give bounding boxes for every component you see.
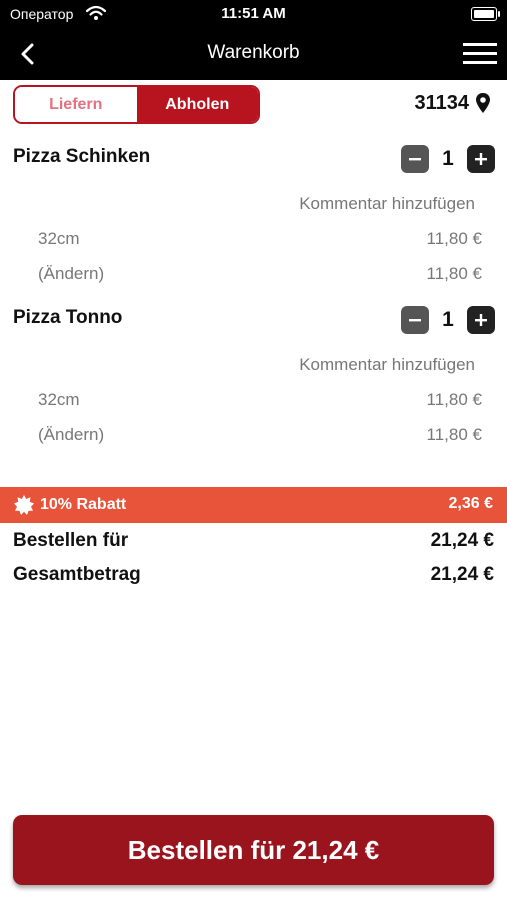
quantity-stepper: 1 xyxy=(401,145,495,173)
discount-value: 2,36 € xyxy=(448,495,493,512)
add-comment-link[interactable]: Kommentar hinzufügen xyxy=(299,355,475,374)
location-selector[interactable]: 31134 xyxy=(414,90,491,116)
hamburger-menu-icon[interactable] xyxy=(463,40,497,68)
discount-label: 10% Rabatt xyxy=(40,496,127,513)
add-comment-link[interactable]: Kommentar hinzufügen xyxy=(299,194,475,213)
change-item-link[interactable]: (Ändern) xyxy=(38,264,105,283)
increase-quantity-button[interactable] xyxy=(467,306,495,334)
zip-code: 31134 xyxy=(414,91,469,114)
item-option-row: 32cm 11,80 € xyxy=(38,229,482,249)
decrease-quantity-button[interactable] xyxy=(401,306,429,334)
grand-total-label: Gesamtbetrag xyxy=(13,564,141,585)
change-item-link[interactable]: (Ändern) xyxy=(38,425,105,444)
pickup-option[interactable]: Abholen xyxy=(136,87,258,122)
navigation-bar: Warenkorb xyxy=(0,28,507,80)
item-size: 32cm xyxy=(38,390,80,409)
wifi-icon xyxy=(85,5,107,26)
quantity-value: 1 xyxy=(442,147,454,170)
cart-item-name: Pizza Schinken xyxy=(13,146,151,167)
delivery-mode-toggle: Liefern Abholen xyxy=(13,85,260,124)
item-change-price: 11,80 € xyxy=(426,425,482,444)
order-amount-label: Bestellen für xyxy=(13,530,129,551)
order-amount-value: 21,24 € xyxy=(430,530,494,551)
place-order-button[interactable]: Bestellen für 21,24 € xyxy=(13,815,494,885)
plus-icon xyxy=(475,314,487,326)
discount-banner: 10% Rabatt 2,36 € xyxy=(0,487,507,523)
quantity-value: 1 xyxy=(442,308,454,331)
battery-icon xyxy=(471,7,500,21)
page-title: Warenkorb xyxy=(207,42,300,63)
deliver-option[interactable]: Liefern xyxy=(15,87,137,122)
minus-icon xyxy=(409,158,421,161)
discount-label-group: 10% Rabatt xyxy=(14,495,126,515)
clock: 11:51 AM xyxy=(221,5,286,22)
item-size-price: 11,80 € xyxy=(426,229,482,248)
discount-badge-icon xyxy=(14,495,34,515)
increase-quantity-button[interactable] xyxy=(467,145,495,173)
status-bar: Оператор 11:51 AM xyxy=(0,0,507,28)
item-option-row: (Ändern) 11,80 € xyxy=(38,264,482,284)
carrier-name: Оператор xyxy=(10,6,74,22)
plus-icon xyxy=(475,153,487,165)
grand-total-value: 21,24 € xyxy=(430,564,494,585)
item-option-row: (Ändern) 11,80 € xyxy=(38,425,482,445)
item-size-price: 11,80 € xyxy=(426,390,482,409)
grand-total-row: Gesamtbetrag 21,24 € xyxy=(13,564,494,586)
minus-icon xyxy=(409,319,421,322)
back-chevron-icon[interactable] xyxy=(14,40,42,68)
location-pin-icon xyxy=(476,93,490,113)
item-change-price: 11,80 € xyxy=(426,264,482,283)
order-amount-row: Bestellen für 21,24 € xyxy=(13,530,494,552)
item-option-row: 32cm 11,80 € xyxy=(38,390,482,410)
item-size: 32cm xyxy=(38,229,80,248)
decrease-quantity-button[interactable] xyxy=(401,145,429,173)
quantity-stepper: 1 xyxy=(401,306,495,334)
cart-item-name: Pizza Tonno xyxy=(13,307,123,328)
